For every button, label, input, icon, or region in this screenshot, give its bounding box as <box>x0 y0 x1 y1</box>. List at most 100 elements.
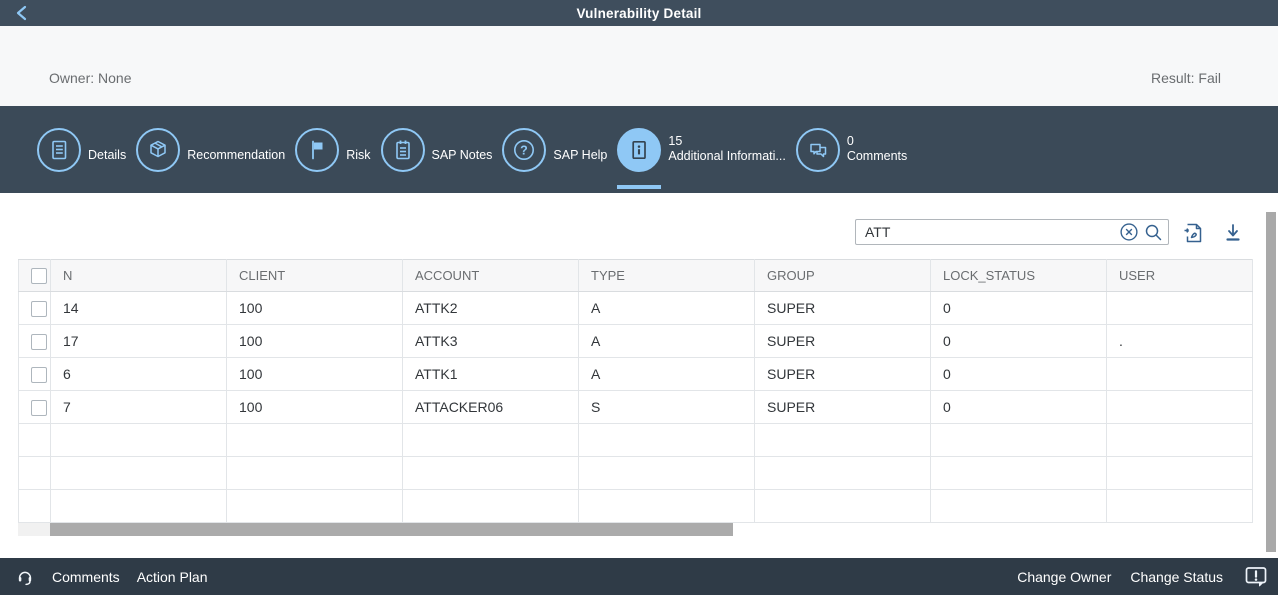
table-cell <box>1106 456 1253 490</box>
download-button[interactable] <box>1220 220 1246 246</box>
table-row: 6 100 ATTK1 A SUPER 0 <box>18 357 1253 391</box>
table-cell <box>402 456 579 490</box>
table-cell: 17 <box>50 324 227 358</box>
clear-search-button[interactable] <box>1117 220 1141 244</box>
table-cell: . <box>1106 324 1253 358</box>
flag-icon <box>295 128 340 172</box>
tab-count: 0 <box>846 134 854 148</box>
tab-risk[interactable]: Risk <box>295 128 371 172</box>
vertical-scrollbar-thumb[interactable] <box>1266 212 1276 552</box>
footer-toolbar: Comments Action Plan Change Owner Change… <box>0 558 1278 595</box>
table-cell <box>754 456 931 490</box>
table-cell: A <box>578 357 755 391</box>
table-cell: SUPER <box>754 390 931 424</box>
action-plan-link[interactable]: Action Plan <box>136 568 208 585</box>
table-cell: 0 <box>930 390 1107 424</box>
table-cell <box>50 423 227 457</box>
table-cell <box>1106 357 1253 391</box>
table-cell: 100 <box>226 324 403 358</box>
table-cell: 100 <box>226 357 403 391</box>
table-cell: SUPER <box>754 357 931 391</box>
table-cell: S <box>578 390 755 424</box>
row-checkbox[interactable] <box>31 333 47 350</box>
question-circle-icon: ? <box>502 128 547 172</box>
table-cell: 6 <box>50 357 227 391</box>
table-cell <box>930 423 1107 457</box>
tab-recommendation[interactable]: Recommendation <box>136 128 285 172</box>
column-header-client[interactable]: CLIENT <box>226 259 403 292</box>
table-cell: SUPER <box>754 324 931 358</box>
tab-label: SAP Help <box>553 148 608 162</box>
tab-details[interactable]: Details <box>37 128 126 172</box>
table-row-empty <box>18 423 1253 457</box>
table-cell <box>402 489 579 523</box>
details-icon <box>37 128 81 172</box>
table-cell: 100 <box>226 390 403 424</box>
accounts-table: N CLIENT ACCOUNT TYPE GROUP LOCK_STATUS … <box>18 259 1253 523</box>
table-cell <box>226 456 403 490</box>
table-cell <box>1106 489 1253 523</box>
table-cell <box>1106 291 1253 325</box>
export-pdf-button[interactable] <box>1180 220 1206 246</box>
table-cell <box>18 489 51 523</box>
search-icon[interactable] <box>1141 220 1165 244</box>
table-cell: 0 <box>930 357 1107 391</box>
table-cell <box>754 489 931 523</box>
box-icon <box>136 128 181 172</box>
horizontal-scrollbar-thumb[interactable] <box>50 523 733 536</box>
row-checkbox[interactable] <box>31 300 47 317</box>
tab-additional-information[interactable]: 15 Additional Informati... <box>617 128 786 189</box>
change-owner-button[interactable]: Change Owner <box>1017 568 1112 585</box>
table-header-row: N CLIENT ACCOUNT TYPE GROUP LOCK_STATUS … <box>18 259 1253 292</box>
table-cell <box>226 423 403 457</box>
table-cell <box>578 456 755 490</box>
select-all-cell <box>18 259 51 292</box>
notepad-icon <box>380 128 425 172</box>
row-checkbox[interactable] <box>31 399 47 416</box>
result-status: Result: Fail <box>1150 70 1221 86</box>
comments-link[interactable]: Comments <box>52 568 120 585</box>
speech-bubbles-icon <box>795 128 840 172</box>
table-row-empty <box>18 456 1253 490</box>
table-cell <box>930 456 1107 490</box>
tab-sap-help[interactable]: ? SAP Help <box>502 128 607 172</box>
headset-icon[interactable] <box>14 566 35 587</box>
messages-popover-icon[interactable] <box>1242 565 1269 589</box>
horizontal-scrollbar-track <box>18 523 50 536</box>
table-cell: 0 <box>930 291 1107 325</box>
column-header-n[interactable]: N <box>50 259 227 292</box>
search-input[interactable] <box>856 224 1117 240</box>
select-all-checkbox[interactable] <box>31 267 47 284</box>
checkbox-cell <box>18 324 51 358</box>
table-cell: 100 <box>226 291 403 325</box>
column-header-type[interactable]: TYPE <box>578 259 755 292</box>
column-header-account[interactable]: ACCOUNT <box>402 259 579 292</box>
table-cell: 0 <box>930 324 1107 358</box>
page-title: Vulnerability Detail <box>576 5 702 21</box>
tab-label: Details <box>88 148 127 162</box>
table-cell <box>578 423 755 457</box>
table-cell: A <box>578 291 755 325</box>
change-status-button[interactable]: Change Status <box>1130 568 1223 585</box>
table-cell <box>50 489 227 523</box>
table-search-field <box>855 219 1169 245</box>
table-cell: A <box>578 324 755 358</box>
top-title-bar: Vulnerability Detail <box>0 0 1278 26</box>
object-header: Owner: None Result: Fail <box>0 26 1278 106</box>
back-button[interactable] <box>10 2 34 24</box>
additional-information-panel: N CLIENT ACCOUNT TYPE GROUP LOCK_STATUS … <box>0 193 1278 558</box>
icon-tab-bar: Details Recommendation Risk <box>0 106 1278 193</box>
owner-status: Owner: None <box>49 70 132 86</box>
chevron-left-icon <box>15 5 29 21</box>
table-cell: ATTK2 <box>402 291 579 325</box>
table-cell: SUPER <box>754 291 931 325</box>
info-document-icon <box>617 128 662 189</box>
tab-sap-notes[interactable]: SAP Notes <box>380 128 492 172</box>
table-cell <box>578 489 755 523</box>
tab-comments[interactable]: 0 Comments <box>795 128 907 172</box>
table-cell <box>18 423 51 457</box>
column-header-lock-status[interactable]: LOCK_STATUS <box>930 259 1107 292</box>
column-header-group[interactable]: GROUP <box>754 259 931 292</box>
row-checkbox[interactable] <box>31 366 47 383</box>
column-header-user[interactable]: USER <box>1106 259 1253 292</box>
